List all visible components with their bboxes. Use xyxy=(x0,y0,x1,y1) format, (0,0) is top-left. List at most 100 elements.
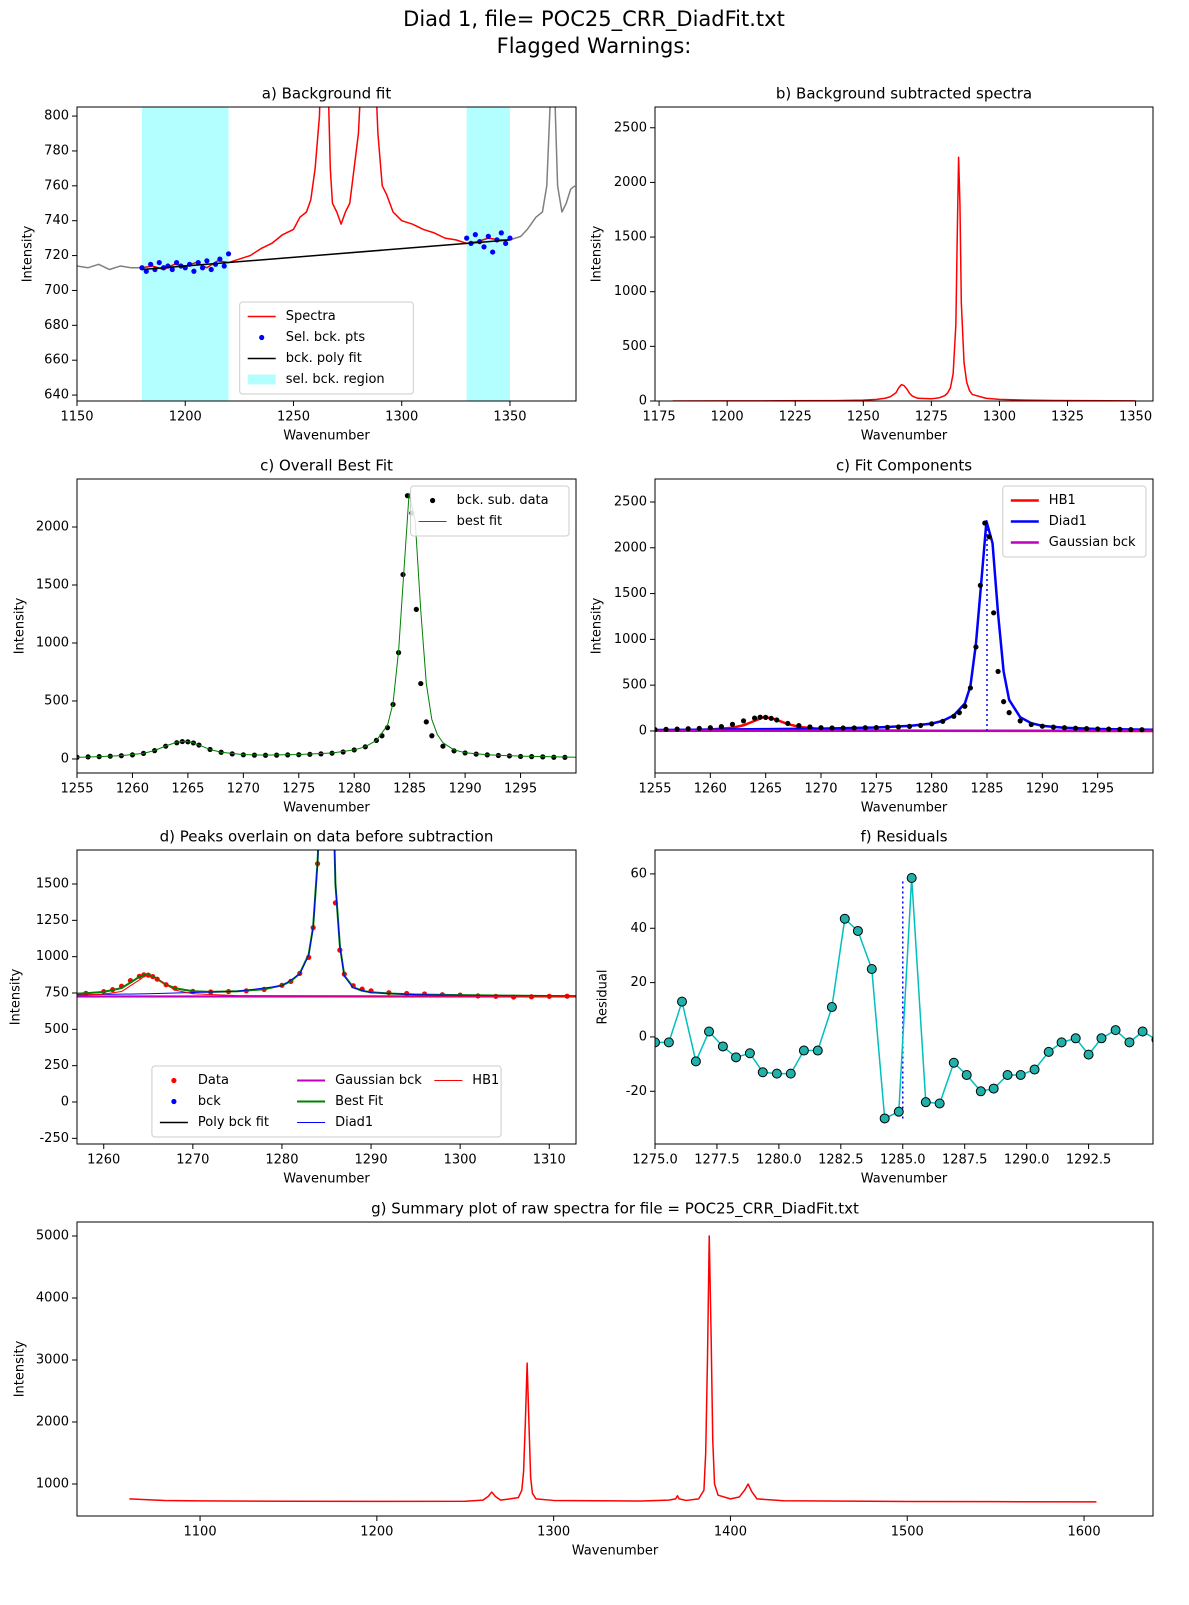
x-tick-label: 1200 xyxy=(169,410,202,425)
data-point xyxy=(862,725,868,731)
y-tick-label: 2000 xyxy=(614,175,647,190)
y-tick-label: 700 xyxy=(44,283,69,298)
y-tick-label: 680 xyxy=(44,318,69,333)
x-tick-label: 1275 xyxy=(915,410,948,425)
x-tick-label: 1270 xyxy=(804,782,837,797)
legend: bck. sub. data best fit xyxy=(410,485,570,537)
data-point xyxy=(962,703,968,709)
data-point xyxy=(208,266,214,273)
data-point xyxy=(717,1041,728,1052)
y-tick-label: 1500 xyxy=(36,877,69,892)
panel-title: c) Overall Best Fit xyxy=(260,457,393,475)
y-tick-label: 750 xyxy=(44,986,69,1001)
legend-swatch xyxy=(259,334,265,341)
data-point xyxy=(663,726,669,732)
legend-label: Gaussian bck xyxy=(335,1073,422,1088)
data-point xyxy=(1084,725,1090,732)
data-point xyxy=(807,724,813,730)
data-point xyxy=(464,235,470,241)
panel-title: g) Summary plot of raw spectra for file … xyxy=(371,1200,859,1219)
y-tick-label: 500 xyxy=(44,693,69,708)
legend-label: Gaussian bck xyxy=(1049,535,1136,550)
region-span xyxy=(141,107,229,401)
y-tick-label: 1250 xyxy=(36,913,69,928)
data-point xyxy=(472,232,478,238)
x-axis-label: Wavenumber xyxy=(861,429,948,444)
y-tick-label: 500 xyxy=(44,1022,69,1037)
plot-area xyxy=(655,519,1153,733)
x-tick-label: 1287.5 xyxy=(942,1153,988,1168)
legend-swatch xyxy=(171,1077,177,1084)
data-point xyxy=(851,725,857,731)
x-tick-label: 1292.5 xyxy=(1066,1153,1112,1168)
y-tick-label: 2500 xyxy=(614,120,647,135)
data-point xyxy=(485,233,491,239)
data-point xyxy=(1043,1046,1054,1057)
plot-area xyxy=(77,107,576,401)
data-point xyxy=(1039,723,1045,729)
data-point xyxy=(840,725,846,731)
data-point xyxy=(677,996,688,1007)
data-point xyxy=(884,724,891,730)
data-point xyxy=(988,1083,999,1094)
panel-title: f) Residuals xyxy=(860,828,947,846)
data-point xyxy=(829,725,835,731)
data-point xyxy=(1137,1026,1148,1037)
x-tick-label: 1255 xyxy=(60,782,93,797)
y-axis-label: Intensity xyxy=(9,968,24,1025)
data-point xyxy=(895,724,902,730)
data-point xyxy=(169,266,175,273)
y-tick-label: 1000 xyxy=(36,949,69,964)
y-tick-label: 1500 xyxy=(36,578,69,593)
x-tick-label: 1300 xyxy=(444,1153,477,1168)
data-point xyxy=(498,230,504,236)
y-tick-label: 640 xyxy=(44,388,69,403)
panel: a) Background fit 1150 1200 1250 1300 1350 640… xyxy=(21,85,577,444)
axes-frame xyxy=(654,478,1154,774)
data-point xyxy=(1029,1064,1040,1075)
axes-frame xyxy=(654,106,1154,402)
data-point xyxy=(674,726,680,732)
data-point xyxy=(696,725,702,731)
y-axis-label: Intensity xyxy=(13,1340,28,1397)
legend-label: Sel. bck. pts xyxy=(286,330,366,345)
x-tick-label: 1280 xyxy=(338,782,371,797)
y-tick-label: 60 xyxy=(630,866,647,881)
x-tick-label: 1325 xyxy=(1051,410,1084,425)
data-point xyxy=(839,913,850,924)
x-tick-label: 1270 xyxy=(227,782,260,797)
x-tick-label: 1225 xyxy=(779,410,812,425)
y-tick-label: 500 xyxy=(622,678,647,693)
legend-label: HB1 xyxy=(472,1073,499,1088)
data-point xyxy=(1050,724,1056,730)
y-tick-label: 20 xyxy=(630,975,647,990)
y-axis-label: Intensity xyxy=(21,225,36,282)
y-tick-label: 250 xyxy=(44,1058,69,1073)
x-tick-label: 1285.0 xyxy=(880,1153,926,1168)
data-point xyxy=(798,1045,809,1056)
y-axis-label: Intensity xyxy=(590,597,605,654)
data-point xyxy=(174,740,180,746)
data-point xyxy=(818,725,824,731)
series-line xyxy=(141,107,510,271)
legend: HB1 Diad1 Gaussian bck xyxy=(1002,485,1147,558)
data-point xyxy=(873,724,879,731)
data-point xyxy=(951,713,957,719)
y-tick-label: 800 xyxy=(44,109,69,124)
data-point xyxy=(1128,726,1134,733)
legend-label: Diad1 xyxy=(335,1115,373,1130)
legend-label: bck xyxy=(198,1094,221,1109)
data-point xyxy=(655,726,658,733)
region-span xyxy=(466,107,510,401)
y-tick-label: 1000 xyxy=(614,284,647,299)
x-tick-label: 1260 xyxy=(694,782,727,797)
x-tick-label: 1250 xyxy=(277,410,310,425)
panel: c) Fit Components 1255 1260 1265 1270 1275 128… xyxy=(590,457,1154,816)
legend-box xyxy=(151,1065,502,1138)
x-tick-label: 1350 xyxy=(493,410,526,425)
data-point xyxy=(975,1086,986,1097)
data-point xyxy=(423,719,429,725)
y-tick-label: -250 xyxy=(39,1131,69,1146)
data-point xyxy=(986,534,992,540)
